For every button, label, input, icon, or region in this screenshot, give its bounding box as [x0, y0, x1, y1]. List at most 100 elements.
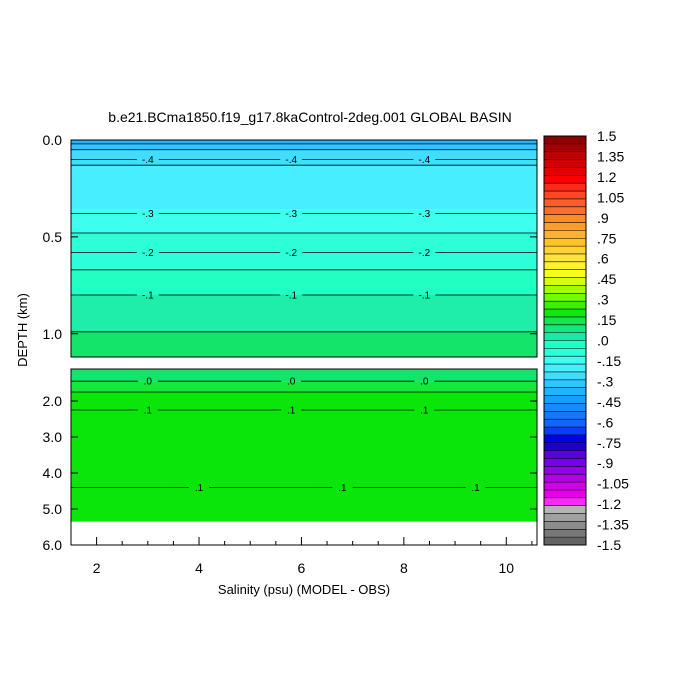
upper-contour-label-6-1: -.2	[285, 248, 297, 259]
colorbar-swatch-33	[544, 395, 586, 404]
colorbar-swatch-11	[544, 222, 586, 231]
colorbar-label-1: 1.35	[597, 148, 624, 164]
upper-ytick-label-1: 0.5	[43, 229, 63, 245]
x-axis: 2 4 6 8 10	[93, 537, 533, 576]
colorbar-swatch-31	[544, 379, 586, 388]
lower-contour-label-0-1: .0	[287, 377, 296, 388]
upper-contour-label-2-1: -.4	[285, 155, 297, 166]
x-tick-label-1: 4	[195, 560, 203, 576]
colorbar-label-16: -.9	[597, 455, 614, 471]
upper-band-4	[71, 209, 537, 233]
x-axis-label: Salinity (psu) (MODEL - OBS)	[218, 582, 390, 597]
upper-band-0	[71, 140, 537, 144]
colorbar-swatch-5	[544, 175, 586, 184]
lower-ytick-label-1: 3.0	[43, 429, 63, 445]
lower-contour-label-3-0: .1	[195, 483, 204, 494]
colorbar-swatch-16	[544, 261, 586, 271]
colorbar-swatch-27	[544, 348, 586, 357]
colorbar-swatch-4	[544, 167, 586, 176]
colorbar-swatch-19	[544, 285, 586, 294]
colorbar-swatch-15	[544, 253, 586, 263]
upper-ytick-label-2: 1.0	[43, 326, 63, 342]
x-tick-label-2: 6	[298, 560, 306, 576]
lower-band-0	[71, 369, 537, 382]
chart-title: b.e21.BCma1850.f19_g17.8kaControl-2deg.0…	[108, 109, 511, 125]
upper-frame	[70, 139, 538, 358]
colorbar-label-9: .15	[597, 312, 617, 328]
colorbar-swatch-6	[544, 183, 586, 192]
colorbar-swatch-40	[544, 450, 586, 459]
colorbar-swatch-49	[544, 521, 586, 530]
upper-contour-label-6-0: -.2	[142, 248, 154, 259]
colorbar-frame	[543, 135, 587, 546]
x-tick-label-0: 2	[93, 560, 101, 576]
colorbar-swatch-47	[544, 505, 586, 514]
colorbar-swatch-2	[544, 151, 586, 160]
colorbar-swatch-28	[544, 356, 586, 365]
upper-ytick-label-0: 0.0	[43, 132, 63, 148]
upper-depth-panel: -.4 -.4 -.4 -.3 -.3 -.3 -.2 -.2 -.2 -.1 -.1 -.1 0.0 0…	[43, 132, 538, 358]
colorbar-swatch-30	[544, 371, 586, 381]
lower-band-1	[71, 381, 537, 392]
colorbar-swatch-21	[544, 301, 586, 310]
upper-band-5	[71, 233, 537, 270]
colorbar-swatch-43	[544, 474, 586, 483]
colorbar-swatch-9	[544, 206, 586, 215]
lower-ytick-label-3: 5.0	[43, 501, 63, 517]
lower-ytick-label-0: 2.0	[43, 393, 63, 409]
colorbar-label-8: .3	[597, 292, 609, 308]
lower-depth-panel: .0 .0 .0 .1 .1 .1 .1 .1 .1 2.0 3.0 4.0 5.0 6.0	[43, 368, 538, 553]
colorbar-swatch-45	[544, 489, 586, 499]
colorbar-swatch-41	[544, 458, 586, 467]
colorbar-label-14: -.6	[597, 414, 614, 430]
colorbar-swatch-39	[544, 442, 586, 451]
colorbar-label-6: .6	[597, 251, 609, 267]
colorbar-swatch-35	[544, 411, 586, 420]
lower-contour-label-0-2: .0	[420, 377, 429, 388]
colorbar-swatch-23	[544, 316, 586, 326]
lower-contour-label-2-0: .1	[144, 406, 153, 417]
colorbar-swatch-26	[544, 340, 586, 349]
lower-frame	[70, 368, 538, 546]
upper-contour-label-2-2: -.4	[419, 155, 431, 166]
colorbar-label-12: -.3	[597, 373, 614, 389]
lower-ytick-label-2: 4.0	[43, 465, 63, 481]
lower-contour-label-2-2: .1	[420, 406, 429, 417]
colorbar-label-15: -.75	[597, 435, 621, 451]
colorbar-label-17: -1.05	[597, 476, 629, 492]
colorbar-swatch-48	[544, 513, 586, 522]
colorbar-swatch-32	[544, 387, 586, 396]
colorbar-swatch-38	[544, 434, 586, 444]
upper-contour-label-4-0: -.3	[142, 209, 154, 220]
lower-contour-label-3-2: .1	[471, 483, 480, 494]
lower-contour-label-2-1: .1	[287, 406, 296, 417]
upper-contour-label-4-2: -.3	[419, 209, 431, 220]
colorbar-swatch-10	[544, 214, 586, 223]
upper-contour-label-8-2: -.1	[419, 291, 431, 302]
colorbar-label-19: -1.35	[597, 517, 629, 533]
lower-ytick-label-4: 6.0	[43, 537, 63, 553]
colorbar-label-11: -.15	[597, 353, 621, 369]
colorbar-swatch-42	[544, 466, 586, 475]
upper-contour-label-6-2: -.2	[419, 248, 431, 259]
colorbar-swatch-3	[544, 159, 586, 168]
colorbar-swatch-44	[544, 482, 586, 491]
upper-band-1	[71, 143, 537, 150]
lower-contour-label-3-1: .1	[338, 483, 347, 494]
colorbar-swatch-46	[544, 497, 586, 506]
colorbar-swatch-13	[544, 238, 586, 247]
colorbar-swatch-7	[544, 191, 586, 200]
x-tick-label-3: 8	[400, 560, 408, 576]
colorbar-swatch-24	[544, 324, 586, 333]
colorbar-label-4: .9	[597, 210, 609, 226]
lower-band-2	[71, 392, 537, 522]
upper-contour-label-4-1: -.3	[285, 209, 297, 220]
upper-band-7	[71, 295, 537, 332]
colorbar-label-7: .45	[597, 271, 617, 287]
colorbar-label-3: 1.05	[597, 189, 624, 205]
colorbar-swatch-36	[544, 419, 586, 428]
colorbar-swatch-50	[544, 529, 586, 538]
colorbar-label-10: .0	[597, 333, 609, 349]
colorbar: 1.5 1.35 1.2 1.05 .9 .75 .6 .45 .3 .15 .0 -.15 -.3 -.…	[543, 128, 629, 553]
